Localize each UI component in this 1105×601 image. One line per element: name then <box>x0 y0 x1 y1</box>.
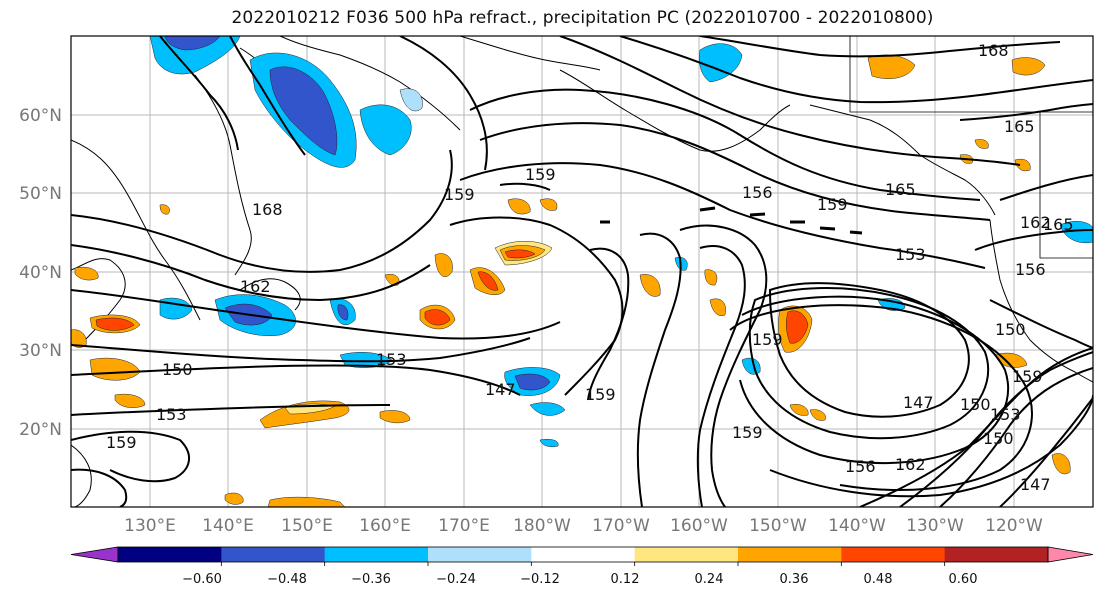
contour-label-c24: 153 <box>990 405 1021 424</box>
contour-label-c18: 159 <box>444 185 475 204</box>
contour-label-c25: 150 <box>960 395 991 414</box>
contour-label-c20: 147 <box>903 393 934 412</box>
contour-label-c17: 168 <box>252 200 283 219</box>
lon-tick-label: 140°E <box>202 516 254 536</box>
map-plot-area: 168 165 165 162 159 159 156 153 150 153 … <box>71 36 1093 507</box>
lat-tick-label: 40°N <box>19 263 62 283</box>
colorbar-segment <box>841 547 946 562</box>
contour-label-c6: 159 <box>525 165 556 184</box>
colorbar-label: 0.12 <box>611 572 640 587</box>
contour-label-c26: 147 <box>1020 475 1051 494</box>
lon-tick-label: 130°E <box>124 516 176 536</box>
contour-label-c21: 150 <box>983 429 1014 448</box>
contour-label-c8: 153 <box>895 245 926 264</box>
colorbar-segment <box>428 547 532 562</box>
lat-tick-label: 50°N <box>19 184 62 204</box>
lon-tick-label: 170°W <box>592 516 650 536</box>
colorbar-segment <box>634 547 739 562</box>
contour-labels: 168 165 165 162 159 159 156 153 150 153 … <box>106 41 1074 494</box>
contour-label-c22: 156 <box>845 457 876 476</box>
contour-lines <box>71 36 1093 507</box>
contour-label-c29: 165 <box>1043 215 1074 234</box>
lon-tick-label: 130°W <box>906 516 964 536</box>
contour-label-c9: 150 <box>995 320 1026 339</box>
gridlines <box>71 36 1093 507</box>
colorbar-segment <box>221 547 326 562</box>
colorbar-segment <box>738 547 842 562</box>
contour-label-c7: 156 <box>742 183 773 202</box>
colorbar-extend-high <box>1047 546 1094 563</box>
contour-label-c2: 165 <box>1004 117 1035 136</box>
contour-label-c27: 156 <box>1015 260 1046 279</box>
lon-tick-label: 180°W <box>513 516 571 536</box>
map-title: 2022010212 F036 500 hPa refract., precip… <box>231 8 934 28</box>
contour-label-c19: 159 <box>752 330 783 349</box>
colorbar <box>70 546 1094 566</box>
colorbar-segment <box>324 547 429 562</box>
lat-tick-label: 30°N <box>19 341 62 361</box>
lon-tick-label: 160°W <box>670 516 728 536</box>
lat-axis: 20°N 30°N 40°N 50°N 60°N <box>19 106 62 440</box>
contour-label-c28: 162 <box>895 455 926 474</box>
colorbar-label: 0.48 <box>864 572 893 587</box>
colorbar-label: −0.60 <box>182 572 222 587</box>
contour-label-c1: 168 <box>978 41 1009 60</box>
contour-label-c12: 159 <box>585 385 616 404</box>
contour-label-c11: 147 <box>485 380 516 399</box>
colorbar-segment <box>944 547 1049 562</box>
contour-label-c4: 162 <box>1020 213 1051 232</box>
colorbar-label: −0.48 <box>267 572 307 587</box>
contour-label-c10: 153 <box>376 350 407 369</box>
colorbar-segment <box>118 547 222 562</box>
colorbar-label: −0.12 <box>520 572 560 587</box>
colorbar-extend-low <box>70 546 119 563</box>
contour-fragments <box>600 206 863 235</box>
colorbar-label: 0.36 <box>780 572 809 587</box>
colorbar-label: 0.60 <box>949 572 978 587</box>
colorbar-label: 0.24 <box>695 572 724 587</box>
contour-label-c5: 159 <box>817 195 848 214</box>
contour-label-c15: 159 <box>106 433 137 452</box>
lon-tick-label: 150°E <box>281 516 333 536</box>
colorbar-outline <box>117 546 1049 563</box>
colorbar-segment <box>531 547 636 562</box>
lat-tick-label: 20°N <box>19 420 62 440</box>
colorbar-label: −0.24 <box>436 572 476 587</box>
shaded-fields <box>71 36 1093 507</box>
contour-label-c23: 159 <box>732 423 763 442</box>
contour-label-c16: 162 <box>240 277 271 296</box>
lon-tick-label: 160°E <box>359 516 411 536</box>
lon-tick-label: 150°W <box>749 516 807 536</box>
contour-label-c13: 150 <box>162 360 193 379</box>
lon-tick-label: 140°W <box>828 516 886 536</box>
contour-label-c30: 159 <box>1012 367 1043 386</box>
colorbar-labels: −0.60 −0.48 −0.36 −0.24 −0.12 0.12 0.24 … <box>182 572 977 587</box>
lon-tick-label: 170°E <box>438 516 490 536</box>
lat-tick-label: 60°N <box>19 106 62 126</box>
map-frame <box>70 35 1094 508</box>
lon-axis: 130°E 140°E 150°E 160°E 170°E 180°W 170°… <box>124 516 1043 536</box>
contour-label-c3: 165 <box>885 180 916 199</box>
colorbar-label: −0.36 <box>351 572 391 587</box>
contour-label-c14: 153 <box>156 405 187 424</box>
lon-tick-label: 120°W <box>985 516 1043 536</box>
borders <box>849 36 1093 259</box>
